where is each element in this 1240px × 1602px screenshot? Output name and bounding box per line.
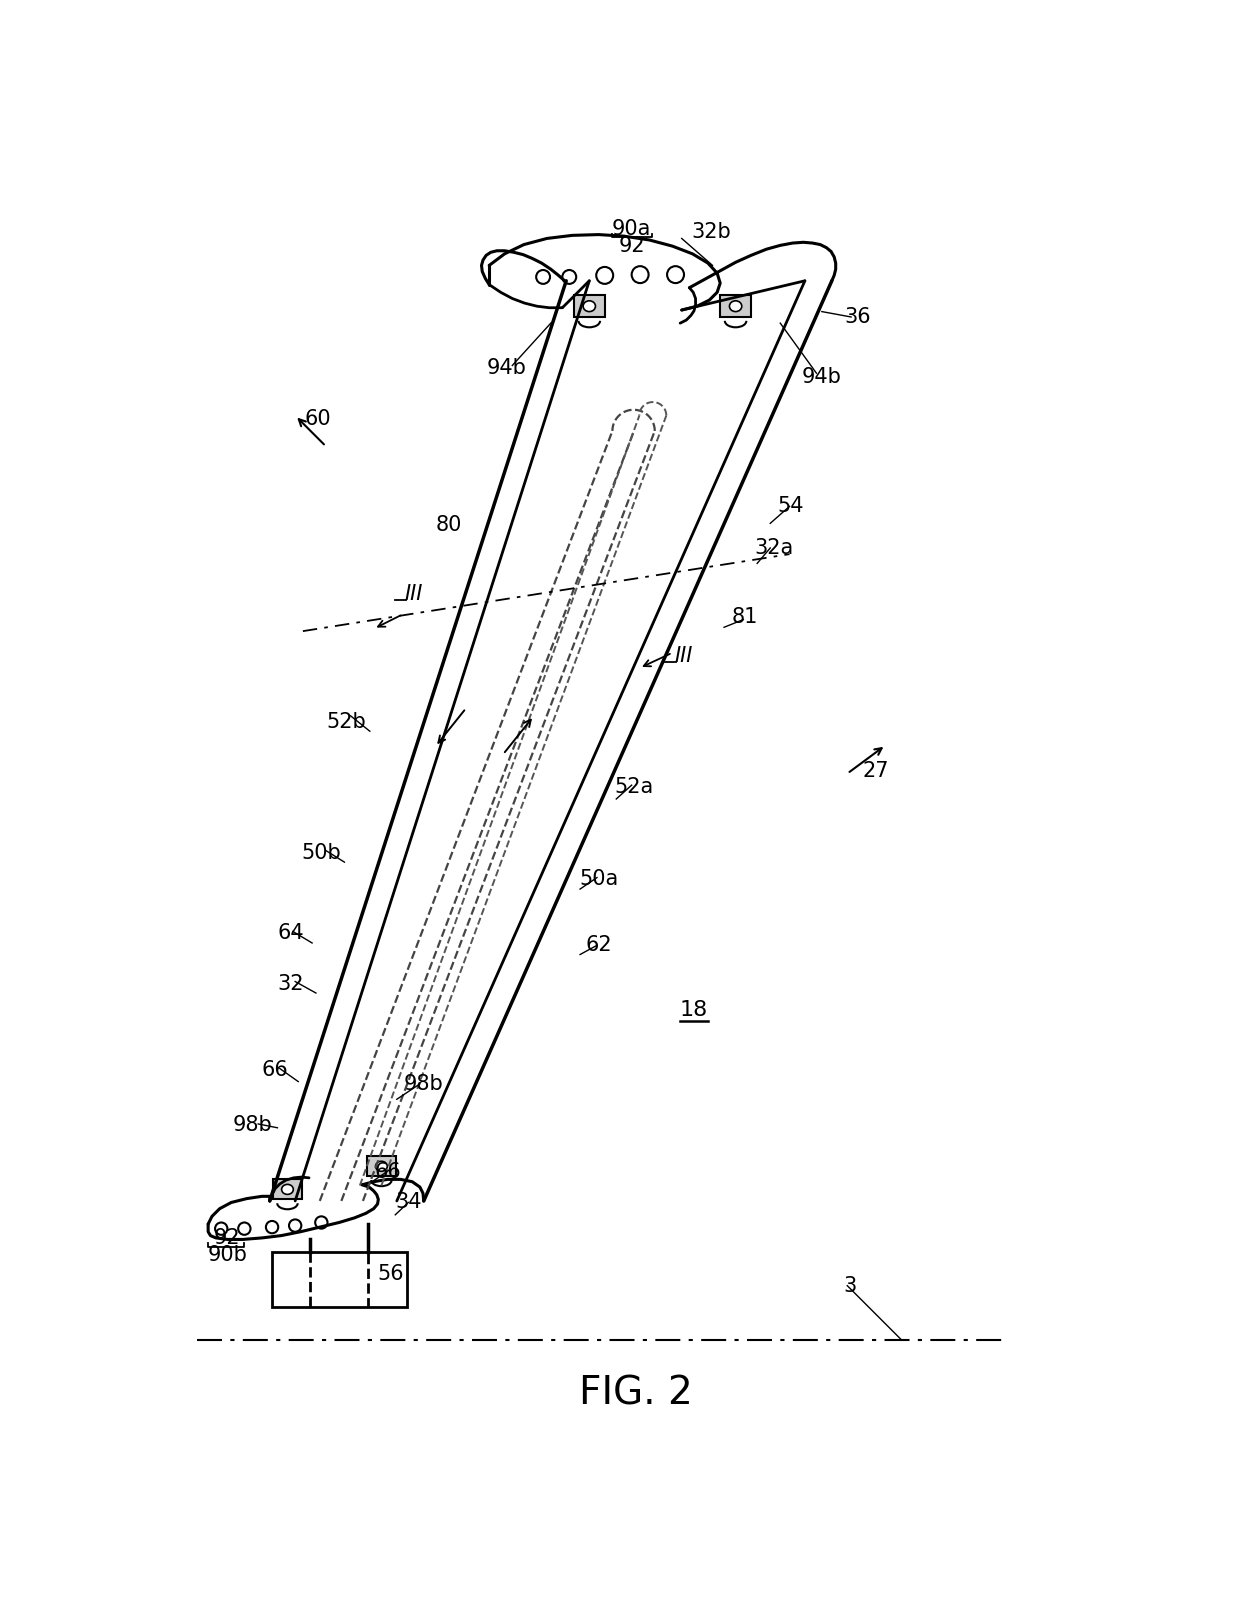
Ellipse shape xyxy=(729,301,742,312)
Text: 81: 81 xyxy=(732,607,758,628)
Text: 52b: 52b xyxy=(327,711,367,732)
Text: 94b: 94b xyxy=(486,357,526,378)
Text: III: III xyxy=(404,585,423,604)
Text: 54: 54 xyxy=(777,497,805,516)
Bar xyxy=(272,1251,407,1307)
Text: FIG. 2: FIG. 2 xyxy=(579,1375,692,1413)
Text: 94b: 94b xyxy=(802,367,842,388)
Text: 34: 34 xyxy=(396,1192,422,1213)
Bar xyxy=(574,295,605,317)
Text: 32a: 32a xyxy=(754,538,794,557)
Text: 80: 80 xyxy=(436,514,463,535)
Text: 36: 36 xyxy=(844,308,870,327)
Text: 66: 66 xyxy=(374,1161,401,1182)
Bar xyxy=(367,1157,396,1176)
Text: 52a: 52a xyxy=(614,777,653,796)
Text: 98b: 98b xyxy=(404,1073,444,1094)
Text: 32: 32 xyxy=(278,974,304,993)
Text: 50b: 50b xyxy=(301,843,341,863)
Circle shape xyxy=(563,271,577,284)
Circle shape xyxy=(315,1216,327,1229)
Text: 27: 27 xyxy=(863,761,889,782)
Ellipse shape xyxy=(583,301,595,312)
Circle shape xyxy=(265,1221,278,1234)
Text: 66: 66 xyxy=(262,1061,289,1080)
Text: 92: 92 xyxy=(215,1227,241,1248)
Text: 98b: 98b xyxy=(232,1115,272,1136)
Circle shape xyxy=(238,1222,250,1235)
Circle shape xyxy=(596,268,613,284)
Text: 60: 60 xyxy=(305,410,331,429)
Bar xyxy=(720,295,751,317)
Text: 92: 92 xyxy=(619,235,645,256)
Circle shape xyxy=(215,1222,227,1235)
Text: 56: 56 xyxy=(377,1264,404,1285)
Text: 90b: 90b xyxy=(207,1245,247,1266)
Text: 62: 62 xyxy=(585,936,611,955)
Text: 3: 3 xyxy=(843,1275,856,1296)
Ellipse shape xyxy=(376,1161,387,1171)
Text: 32b: 32b xyxy=(691,223,730,242)
Text: 18: 18 xyxy=(680,1000,707,1020)
Bar xyxy=(273,1179,303,1200)
Text: 64: 64 xyxy=(278,923,304,944)
Text: 50a: 50a xyxy=(579,868,619,889)
Circle shape xyxy=(667,266,684,284)
Ellipse shape xyxy=(281,1184,294,1195)
Text: III: III xyxy=(675,646,692,666)
Text: 90a: 90a xyxy=(613,219,651,239)
Circle shape xyxy=(536,271,551,284)
Circle shape xyxy=(289,1219,301,1232)
Circle shape xyxy=(631,266,649,284)
